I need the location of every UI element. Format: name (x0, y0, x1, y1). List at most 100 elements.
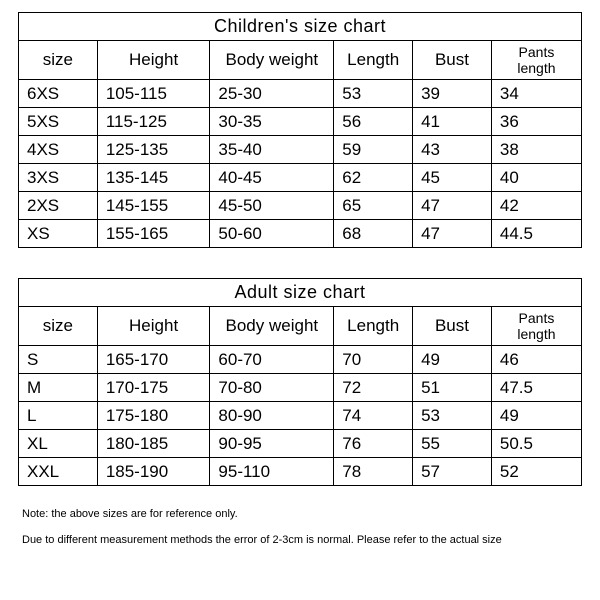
adult-cell: 55 (413, 430, 492, 458)
children-header-row: size Height Body weight Length Bust Pant… (19, 41, 582, 80)
adult-cell: XL (19, 430, 98, 458)
children-cell: 42 (491, 192, 581, 220)
adult-header-row: size Height Body weight Length Bust Pant… (19, 307, 582, 346)
children-cell: 135-145 (97, 164, 210, 192)
adult-size-chart: Adult size chart size Height Body weight… (18, 278, 582, 486)
adult-cell: 51 (413, 374, 492, 402)
adult-title-row: Adult size chart (19, 279, 582, 307)
adult-cell: 165-170 (97, 346, 210, 374)
col-pants: Pants length (491, 41, 581, 80)
adult-cell: 52 (491, 458, 581, 486)
children-cell: 115-125 (97, 108, 210, 136)
children-cell: 47 (413, 192, 492, 220)
children-cell: 53 (334, 80, 413, 108)
adult-cell: 70 (334, 346, 413, 374)
children-cell: 59 (334, 136, 413, 164)
adult-row: XXL185-19095-110785752 (19, 458, 582, 486)
adult-cell: M (19, 374, 98, 402)
col-bust: Bust (413, 307, 492, 346)
col-size: size (19, 41, 98, 80)
children-row: 4XS125-13535-40594338 (19, 136, 582, 164)
children-cell: 45-50 (210, 192, 334, 220)
note-line-1: Note: the above sizes are for reference … (22, 508, 582, 520)
adult-cell: 90-95 (210, 430, 334, 458)
adult-cell: 180-185 (97, 430, 210, 458)
children-row: 2XS145-15545-50654742 (19, 192, 582, 220)
adult-title: Adult size chart (19, 279, 582, 307)
adult-cell: 46 (491, 346, 581, 374)
children-cell: 62 (334, 164, 413, 192)
adult-row: XL180-18590-95765550.5 (19, 430, 582, 458)
children-cell: 50-60 (210, 220, 334, 248)
children-cell: 40 (491, 164, 581, 192)
adult-cell: 95-110 (210, 458, 334, 486)
adult-cell: S (19, 346, 98, 374)
children-size-chart: Children's size chart size Height Body w… (18, 12, 582, 248)
adult-cell: 53 (413, 402, 492, 430)
children-cell: 41 (413, 108, 492, 136)
adult-cell: L (19, 402, 98, 430)
adult-table: Adult size chart size Height Body weight… (18, 278, 582, 486)
adult-row: L175-18080-90745349 (19, 402, 582, 430)
col-size: size (19, 307, 98, 346)
children-cell: 56 (334, 108, 413, 136)
children-cell: 39 (413, 80, 492, 108)
adult-row: M170-17570-80725147.5 (19, 374, 582, 402)
adult-cell: 49 (413, 346, 492, 374)
children-cell: 155-165 (97, 220, 210, 248)
col-weight: Body weight (210, 41, 334, 80)
children-cell: 105-115 (97, 80, 210, 108)
col-length: Length (334, 307, 413, 346)
adult-cell: 185-190 (97, 458, 210, 486)
col-height: Height (97, 307, 210, 346)
children-cell: 35-40 (210, 136, 334, 164)
children-row: XS155-16550-60684744.5 (19, 220, 582, 248)
note-line-2: Due to different measurement methods the… (22, 534, 582, 546)
adult-cell: 49 (491, 402, 581, 430)
children-cell: 3XS (19, 164, 98, 192)
children-cell: 47 (413, 220, 492, 248)
children-cell: 5XS (19, 108, 98, 136)
adult-cell: 175-180 (97, 402, 210, 430)
col-weight: Body weight (210, 307, 334, 346)
adult-cell: 170-175 (97, 374, 210, 402)
col-length: Length (334, 41, 413, 80)
notes-section: Note: the above sizes are for reference … (18, 508, 582, 546)
children-title: Children's size chart (19, 13, 582, 41)
children-cell: XS (19, 220, 98, 248)
col-height: Height (97, 41, 210, 80)
children-cell: 40-45 (210, 164, 334, 192)
adult-row: S165-17060-70704946 (19, 346, 582, 374)
children-cell: 25-30 (210, 80, 334, 108)
children-cell: 43 (413, 136, 492, 164)
children-cell: 2XS (19, 192, 98, 220)
table-gap (18, 248, 582, 278)
adult-cell: 47.5 (491, 374, 581, 402)
children-cell: 34 (491, 80, 581, 108)
children-cell: 38 (491, 136, 581, 164)
children-cell: 145-155 (97, 192, 210, 220)
adult-cell: 80-90 (210, 402, 334, 430)
children-title-row: Children's size chart (19, 13, 582, 41)
children-cell: 36 (491, 108, 581, 136)
children-row: 5XS115-12530-35564136 (19, 108, 582, 136)
adult-cell: 57 (413, 458, 492, 486)
children-table: Children's size chart size Height Body w… (18, 12, 582, 248)
adult-cell: 60-70 (210, 346, 334, 374)
adult-cell: 70-80 (210, 374, 334, 402)
children-cell: 45 (413, 164, 492, 192)
children-cell: 44.5 (491, 220, 581, 248)
adult-cell: 72 (334, 374, 413, 402)
adult-cell: 50.5 (491, 430, 581, 458)
children-cell: 125-135 (97, 136, 210, 164)
children-cell: 30-35 (210, 108, 334, 136)
adult-cell: 78 (334, 458, 413, 486)
adult-cell: XXL (19, 458, 98, 486)
children-row: 6XS105-11525-30533934 (19, 80, 582, 108)
children-row: 3XS135-14540-45624540 (19, 164, 582, 192)
adult-cell: 74 (334, 402, 413, 430)
children-cell: 68 (334, 220, 413, 248)
col-pants: Pants length (491, 307, 581, 346)
adult-cell: 76 (334, 430, 413, 458)
children-cell: 65 (334, 192, 413, 220)
